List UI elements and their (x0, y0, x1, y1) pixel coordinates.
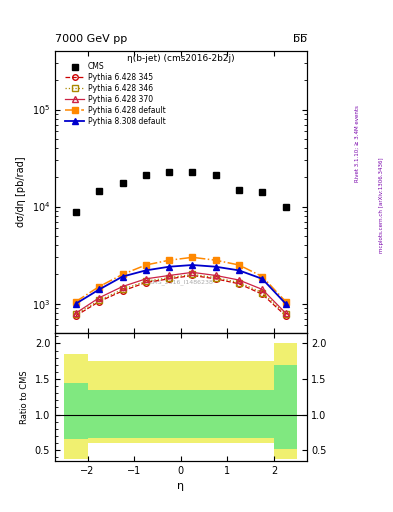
Bar (239, 361, 274, 443)
Text: 7000 GeV pp: 7000 GeV pp (55, 33, 127, 44)
Pythia 6.428 346 (120, 286, 125, 292)
Pythia 6.428 370 (213, 272, 218, 279)
Pythia 8.308 default (190, 262, 195, 268)
Text: η(b-jet) (cms2016-2b2j): η(b-jet) (cms2016-2b2j) (127, 54, 235, 63)
Pythia 6.428 346 (73, 311, 78, 317)
Pythia 6.428 370 (260, 286, 264, 292)
Y-axis label: Ratio to CMS: Ratio to CMS (20, 370, 29, 423)
Pythia 6.428 345 (120, 288, 125, 294)
Pythia 8.308 default (283, 301, 288, 307)
Pythia 6.428 346 (97, 297, 102, 304)
Bar (111, 361, 204, 443)
Pythia 8.308 default (120, 273, 125, 280)
Text: CMS_2016_I1486238: CMS_2016_I1486238 (148, 279, 213, 285)
X-axis label: η: η (177, 481, 184, 491)
Pythia 6.428 default (237, 262, 241, 268)
Pythia 6.428 346 (283, 311, 288, 317)
Bar (88, 390, 111, 438)
Pythia 6.428 default (120, 271, 125, 278)
Line: Pythia 6.428 346: Pythia 6.428 346 (73, 272, 288, 317)
Pythia 8.308 default (73, 301, 78, 307)
Pythia 6.428 345 (97, 298, 102, 305)
Pythia 6.428 345 (283, 313, 288, 319)
Pythia 6.428 370 (97, 294, 102, 301)
Pythia 6.428 346 (190, 271, 195, 278)
Text: mcplots.cern.ch [arXiv:1306.3436]: mcplots.cern.ch [arXiv:1306.3436] (379, 157, 384, 252)
Pythia 8.308 default (97, 286, 102, 292)
Pythia 6.428 default (260, 273, 264, 280)
Bar (111, 390, 204, 438)
CMS (143, 172, 148, 178)
Pythia 6.428 345 (190, 272, 195, 279)
CMS (237, 186, 241, 193)
Pythia 6.428 346 (213, 274, 218, 281)
Pythia 6.428 346 (237, 280, 241, 286)
Pythia 6.428 370 (283, 310, 288, 316)
Line: Pythia 8.308 default: Pythia 8.308 default (73, 262, 288, 306)
Pythia 8.308 default (167, 264, 171, 270)
Pythia 8.308 default (213, 264, 218, 270)
Pythia 6.428 default (190, 254, 195, 261)
Pythia 8.308 default (143, 267, 148, 273)
Text: b̅b̅: b̅b̅ (292, 33, 307, 44)
CMS (167, 168, 171, 175)
Bar (274, 344, 297, 459)
Bar (274, 365, 297, 449)
Line: Pythia 6.428 370: Pythia 6.428 370 (73, 269, 288, 316)
Pythia 6.428 346 (143, 278, 148, 284)
Bar (239, 390, 274, 438)
Pythia 6.428 default (143, 262, 148, 268)
CMS (120, 180, 125, 186)
Pythia 8.308 default (237, 267, 241, 273)
Pythia 6.428 346 (260, 289, 264, 295)
CMS (190, 168, 195, 175)
CMS (260, 189, 264, 196)
Pythia 6.428 default (73, 298, 78, 305)
Bar (64, 382, 88, 439)
Bar (204, 361, 239, 443)
Pythia 6.428 345 (73, 313, 78, 319)
Pythia 6.428 370 (190, 269, 195, 275)
Pythia 6.428 345 (167, 276, 171, 282)
CMS (73, 209, 78, 215)
CMS (283, 204, 288, 210)
Legend: CMS, Pythia 6.428 345, Pythia 6.428 346, Pythia 6.428 370, Pythia 6.428 default,: CMS, Pythia 6.428 345, Pythia 6.428 346,… (64, 60, 167, 127)
Line: Pythia 6.428 default: Pythia 6.428 default (73, 254, 288, 304)
Y-axis label: dσ/dη [pb/rad]: dσ/dη [pb/rad] (16, 157, 26, 227)
CMS (97, 188, 102, 194)
Pythia 6.428 345 (143, 280, 148, 286)
Pythia 6.428 370 (73, 310, 78, 316)
Pythia 6.428 default (283, 298, 288, 305)
Pythia 6.428 370 (120, 284, 125, 290)
CMS (213, 172, 218, 178)
Pythia 6.428 346 (167, 274, 171, 281)
Pythia 6.428 370 (237, 277, 241, 283)
Pythia 6.428 370 (167, 272, 171, 279)
Pythia 6.428 345 (260, 291, 264, 297)
Pythia 6.428 345 (237, 281, 241, 287)
Pythia 6.428 default (167, 257, 171, 263)
Pythia 6.428 default (97, 284, 102, 290)
Text: Rivet 3.1.10; ≥ 3.4M events: Rivet 3.1.10; ≥ 3.4M events (355, 105, 360, 182)
Line: CMS: CMS (72, 168, 289, 216)
Pythia 6.428 345 (213, 276, 218, 282)
Pythia 6.428 default (213, 257, 218, 263)
Line: Pythia 6.428 345: Pythia 6.428 345 (73, 273, 288, 318)
Bar (204, 390, 239, 438)
Pythia 6.428 370 (143, 276, 148, 282)
Bar (88, 361, 111, 443)
Pythia 8.308 default (260, 276, 264, 282)
Bar (64, 354, 88, 459)
